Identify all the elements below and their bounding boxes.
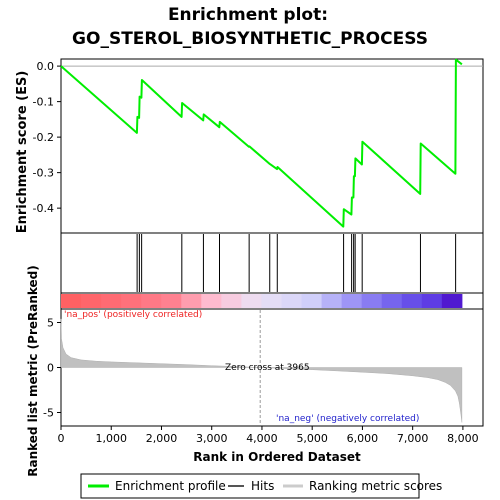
x-tick-label-4: 4,000 <box>246 432 278 445</box>
es-y-tick-label-2: -0.2 <box>33 131 54 144</box>
es-y-tick-label-1: -0.1 <box>33 96 54 109</box>
color-band-segment-5 <box>161 294 182 308</box>
enrichment-panel: 0.0 -0.1 -0.2 -0.3 -0.4 Enrichment score (ES… <box>15 58 484 234</box>
legend-hits-label: Hits <box>251 479 274 493</box>
ranking-y-tick-label-1: 0 <box>47 362 54 375</box>
legend: Enrichment profile Hits Ranking metric s… <box>80 473 442 499</box>
hits-panel <box>60 232 484 294</box>
color-band-segment-12 <box>301 294 323 308</box>
enrichment-profile-line <box>60 58 463 228</box>
color-band-segment-18 <box>421 294 443 308</box>
hits-plot-frame <box>60 232 484 294</box>
color-band-segment-4 <box>141 294 162 308</box>
color-band-segment-8 <box>221 294 242 308</box>
color-band-segment-6 <box>181 294 202 308</box>
es-y-ticks: 0.0 -0.1 -0.2 -0.3 -0.4 <box>33 60 61 215</box>
zero-cross-label: Zero cross at 3965 <box>225 363 310 373</box>
ranking-metric-area <box>60 318 463 423</box>
legend-frame <box>80 473 420 499</box>
color-band-segment-2 <box>101 294 122 308</box>
ranking-panel: 5 0 -5 'na_pos' (positively correlated) Ze… <box>26 265 484 477</box>
x-tick-label-3: 3,000 <box>196 432 228 445</box>
color-band-segment-17 <box>401 294 423 308</box>
ranking-y-axis-title: Ranked list metric (PreRanked) <box>26 265 40 477</box>
color-band-segment-13 <box>321 294 343 308</box>
x-tick-label-8: 8,000 <box>447 432 479 445</box>
color-band-segment-1 <box>81 294 102 308</box>
na-pos-label: 'na_pos' (positively correlated) <box>64 310 202 320</box>
legend-ranking-label: Ranking metric scores <box>309 479 442 493</box>
color-band-segments <box>61 294 463 308</box>
x-tick-label-6: 6,000 <box>347 432 379 445</box>
x-tick-label-5: 5,000 <box>296 432 328 445</box>
color-band-segment-10 <box>261 294 282 308</box>
color-band-segment-14 <box>341 294 363 308</box>
ranking-y-ticks: 5 0 -5 <box>43 317 61 420</box>
enrichment-plot-frame <box>60 58 484 234</box>
ranking-y-tick-label-0: 5 <box>47 317 54 330</box>
na-neg-label: 'na_neg' (negatively correlated) <box>276 414 419 424</box>
legend-enrichment-label: Enrichment profile <box>115 479 226 493</box>
es-y-tick-label-3: -0.3 <box>33 167 54 180</box>
chart-title-line2: GO_STEROL_BIOSYNTHETIC_PROCESS <box>72 29 428 49</box>
color-band-segment-7 <box>201 294 222 308</box>
es-y-tick-label-0: 0.0 <box>37 60 55 73</box>
color-band-segment-3 <box>121 294 142 308</box>
x-axis-ticks: 0 1,000 2,000 3,000 4,000 5,000 6,000 7,000 8,00… <box>58 426 479 445</box>
color-band-segment-0 <box>61 294 82 308</box>
x-tick-label-0: 0 <box>58 432 65 445</box>
es-y-tick-label-4: -0.4 <box>33 202 54 215</box>
color-band-segment-19 <box>441 294 463 308</box>
chart-title-line1: Enrichment plot: <box>168 5 328 25</box>
x-axis-title: Rank in Ordered Dataset <box>193 450 361 464</box>
ranking-y-tick-label-2: -5 <box>43 407 54 420</box>
color-band-segment-16 <box>381 294 403 308</box>
color-band-segment-9 <box>241 294 262 308</box>
x-tick-label-7: 7,000 <box>397 432 429 445</box>
hit-marks <box>136 234 457 292</box>
x-tick-label-2: 2,000 <box>146 432 178 445</box>
x-tick-label-1: 1,000 <box>95 432 127 445</box>
color-band-segment-15 <box>361 294 383 308</box>
color-band-segment-11 <box>281 294 303 308</box>
correlation-color-band <box>60 292 484 310</box>
es-y-axis-title: Enrichment score (ES) <box>15 71 30 234</box>
